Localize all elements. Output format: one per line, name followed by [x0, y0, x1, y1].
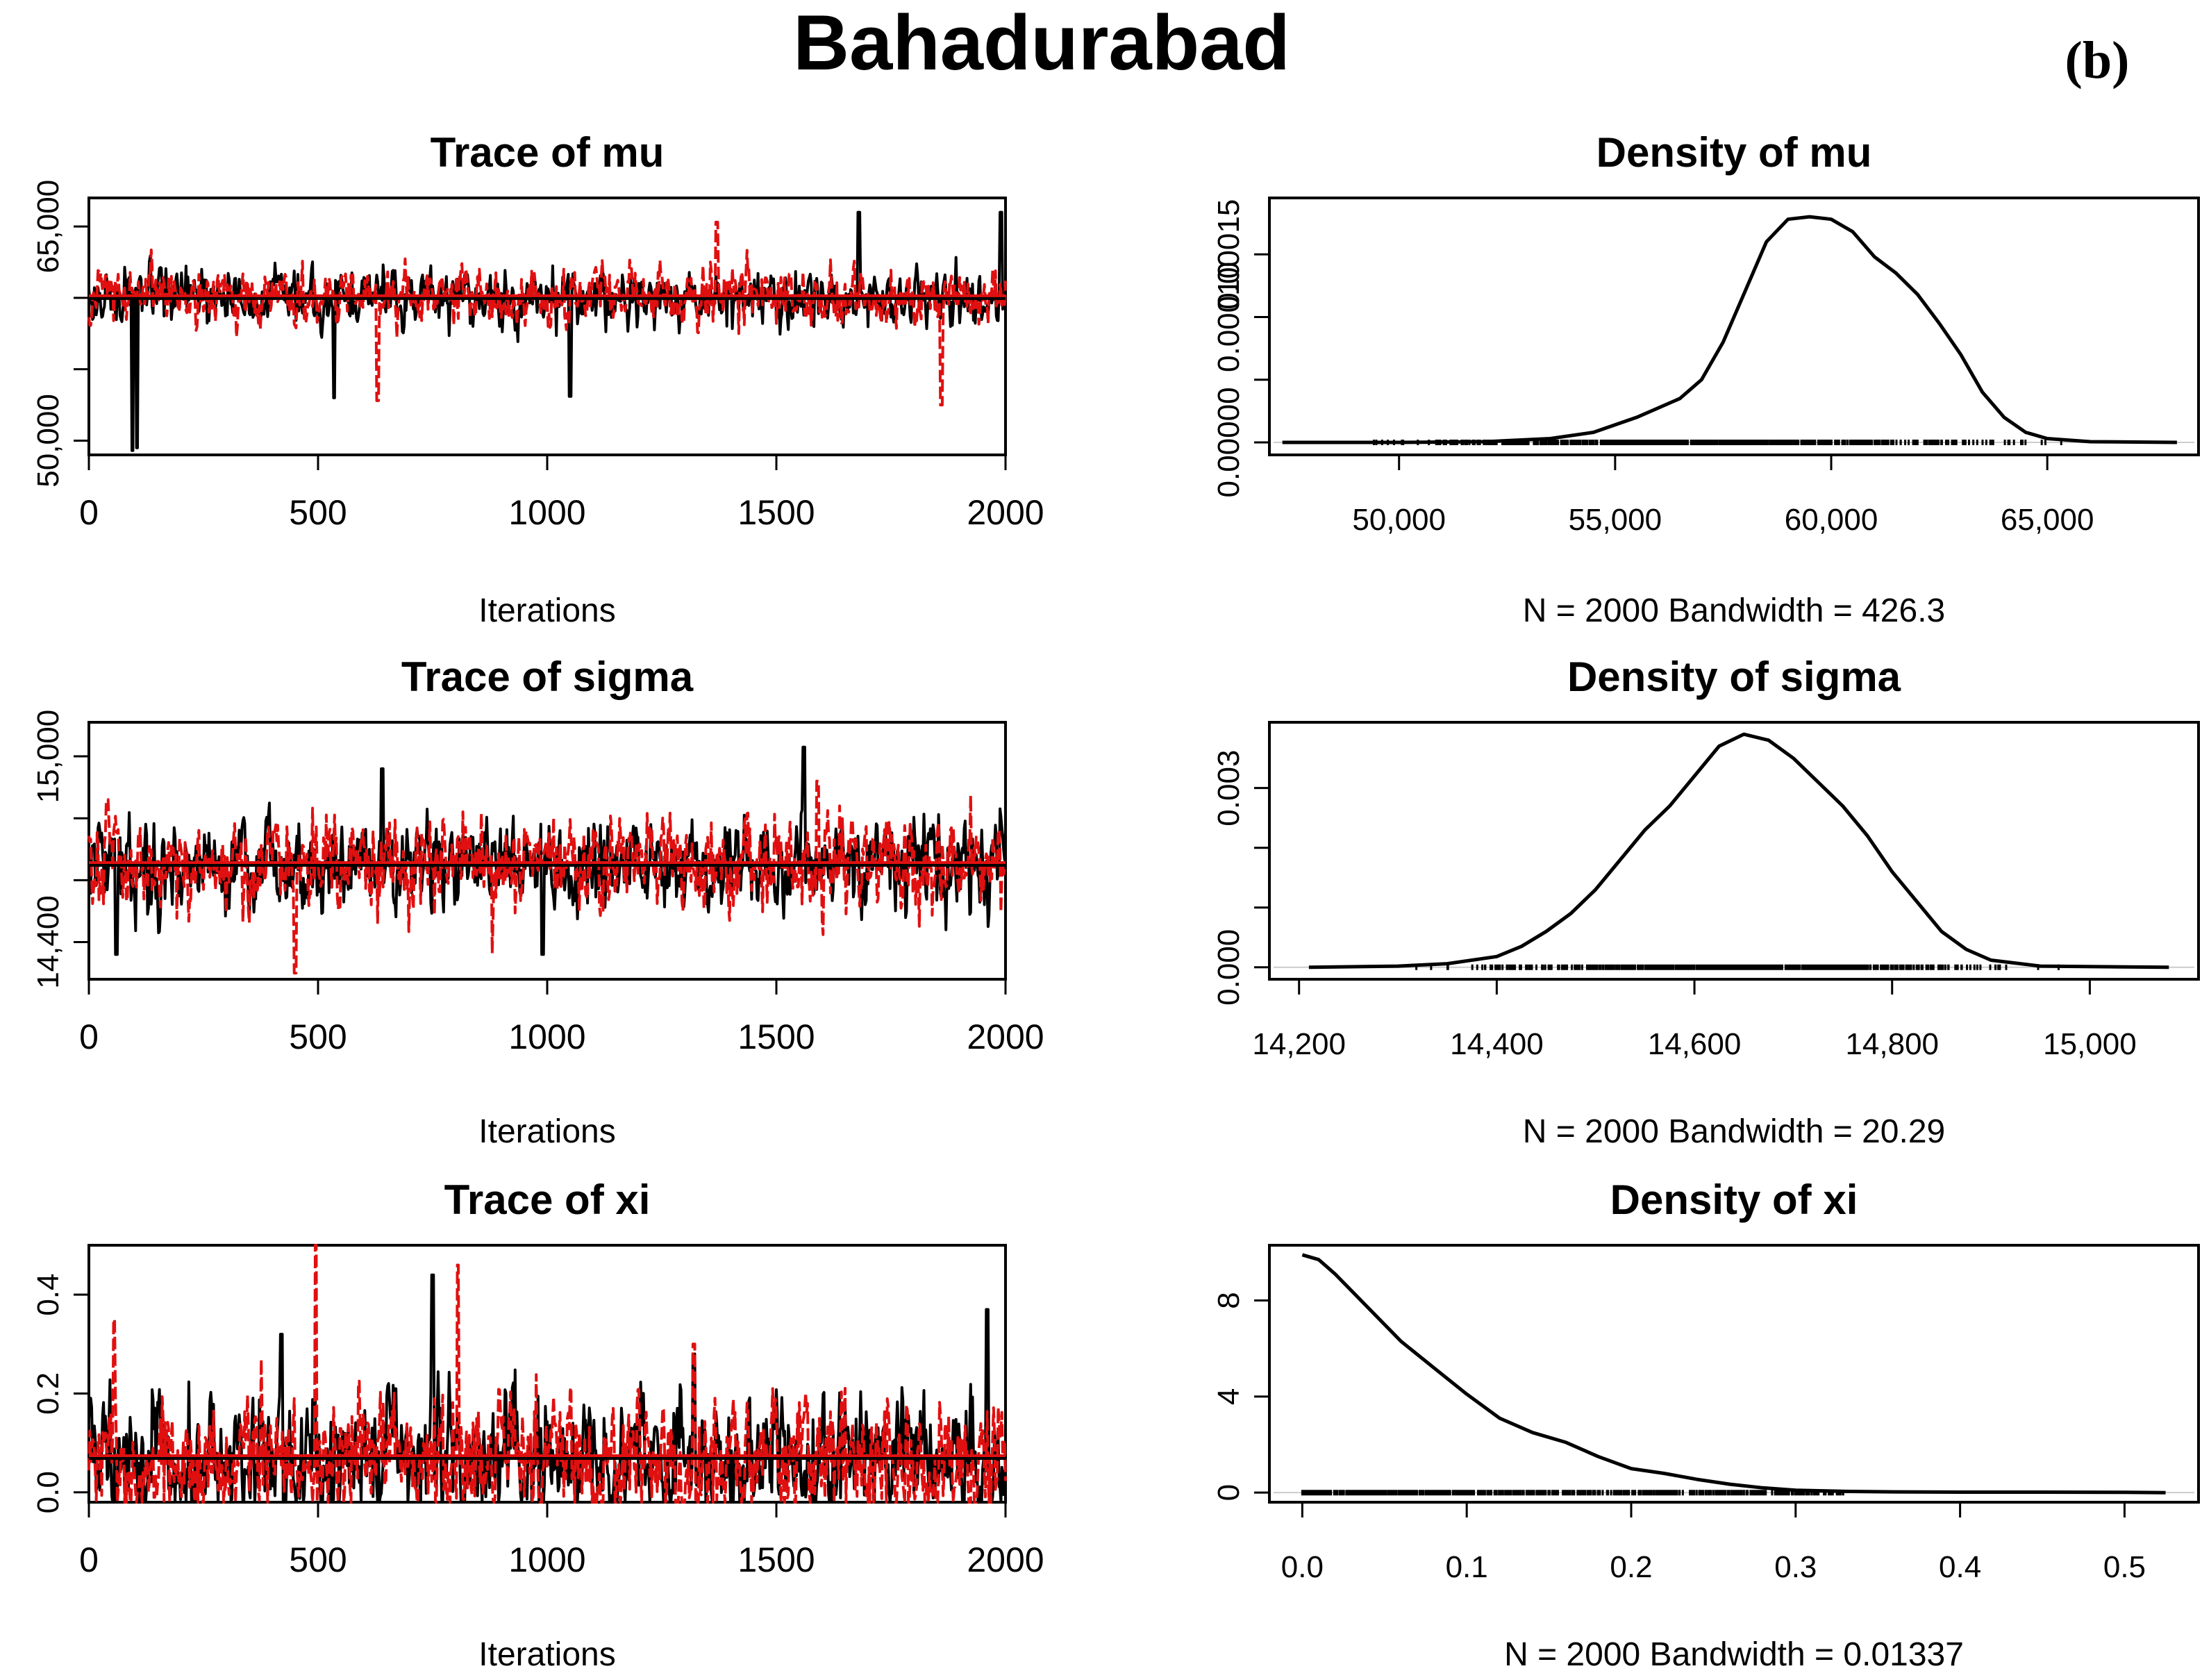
- density-line: [1282, 215, 2177, 444]
- x-tick-label: 0.4: [1939, 1550, 1981, 1584]
- x-axis-label: N = 2000 Bandwidth = 0.01337: [1504, 1636, 1964, 1673]
- x-axis-label: N = 2000 Bandwidth = 426.3: [1523, 592, 1945, 629]
- x-tick-label: 0: [79, 493, 99, 532]
- plot-frame: [1268, 721, 2200, 981]
- x-tick-label: 50,000: [1352, 503, 1446, 537]
- x-tick-label: 0.0: [1281, 1550, 1324, 1584]
- x-tick-label: 1500: [737, 1540, 815, 1579]
- density-line: [1301, 1253, 2166, 1495]
- y-tick-label: 0.00010: [1212, 262, 1246, 372]
- panel-density-sigma: Density of sigma N = 2000 Bandwidth = 20…: [1212, 654, 2200, 1150]
- x-tick-label: 1000: [508, 1540, 585, 1579]
- x-axis-label: Iterations: [478, 592, 615, 629]
- x-tick-label: 2000: [967, 493, 1044, 532]
- y-tick-label: 0.0: [31, 1471, 65, 1513]
- x-tick-label: 60,000: [1785, 503, 1878, 537]
- x-tick-label: 0: [79, 1017, 99, 1056]
- x-tick-label: 0.1: [1446, 1550, 1488, 1584]
- plot-frame: [1268, 197, 2200, 456]
- y-tick-label: 65,000: [31, 180, 65, 274]
- y-tick-label: 0.003: [1212, 750, 1246, 826]
- y-tick-label: 0.000: [1212, 929, 1246, 1006]
- x-tick-label: 500: [289, 493, 347, 532]
- x-tick-label: 65,000: [2001, 503, 2094, 537]
- x-tick-label: 14,400: [1450, 1027, 1544, 1061]
- x-tick-label: 14,800: [1845, 1027, 1939, 1061]
- y-tick-label: 15,000: [31, 710, 65, 804]
- y-tick-label: 0: [1212, 1484, 1246, 1501]
- trace-line-2: [87, 220, 1007, 407]
- y-tick-label: 0.00000: [1212, 387, 1246, 497]
- x-tick-label: 55,000: [1569, 503, 1662, 537]
- panel-trace-xi: Trace of xi Iterations 0 500 1000 1500 2000 0…: [31, 1176, 1044, 1673]
- y-tick-label: 4: [1212, 1388, 1246, 1405]
- panel-trace-sigma: Trace of sigma Iterations 0 500 1000 1500 20…: [31, 654, 1044, 1150]
- x-tick-label: 15,000: [2043, 1027, 2137, 1061]
- x-tick-label: 1500: [737, 493, 815, 532]
- y-tick-label: 8: [1212, 1292, 1246, 1308]
- trace-line-2: [87, 1244, 1007, 1504]
- panel-trace-mu: Trace of mu Iterations 0 500 1000 1500 2000 5…: [31, 129, 1044, 629]
- x-tick-label: 0.2: [1610, 1550, 1652, 1584]
- x-axis-label: Iterations: [478, 1113, 615, 1150]
- x-axis-label: Iterations: [478, 1636, 615, 1673]
- x-tick-label: 2000: [967, 1540, 1044, 1579]
- panel-title: Density of sigma: [1567, 654, 1901, 700]
- y-tick-label: 50,000: [31, 394, 65, 488]
- x-axis-label: N = 2000 Bandwidth = 20.29: [1523, 1113, 1945, 1150]
- x-tick-label: 1000: [508, 493, 585, 532]
- x-tick-label: 0.5: [2103, 1550, 2146, 1584]
- x-tick-label: 14,200: [1252, 1027, 1346, 1061]
- rug: [1301, 1490, 1844, 1496]
- x-tick-label: 500: [289, 1017, 347, 1056]
- x-tick-label: 500: [289, 1540, 347, 1579]
- x-tick-label: 0.3: [1774, 1550, 1817, 1584]
- panel-title: Density of mu: [1596, 129, 1872, 176]
- y-tick-label: 0.4: [31, 1274, 65, 1316]
- panel-title: Trace of sigma: [401, 654, 694, 700]
- x-tick-label: 1000: [508, 1017, 585, 1056]
- panel-density-mu: Density of mu N = 2000 Bandwidth = 426.3…: [1212, 129, 2200, 629]
- panel-title: Density of xi: [1610, 1176, 1858, 1223]
- panel-title: Trace of xi: [444, 1176, 651, 1223]
- x-tick-label: 14,600: [1648, 1027, 1742, 1061]
- panel-tag: (b): [2065, 31, 2130, 90]
- x-tick-label: 2000: [967, 1017, 1044, 1056]
- density-line: [1308, 732, 2169, 970]
- x-tick-label: 0: [79, 1540, 99, 1579]
- plot-frame: [1268, 1244, 2200, 1504]
- rug: [1415, 964, 2060, 970]
- y-tick-label: 0.2: [31, 1372, 65, 1415]
- y-tick-label: 0.00015: [1212, 199, 1246, 310]
- panel-density-xi: Density of xi N = 2000 Bandwidth = 0.013…: [1212, 1176, 2200, 1673]
- figure-title: Bahadurabad: [793, 0, 1290, 86]
- y-tick-label: 14,400: [31, 895, 65, 989]
- panel-title: Trace of mu: [431, 129, 665, 176]
- x-tick-label: 1500: [737, 1017, 815, 1056]
